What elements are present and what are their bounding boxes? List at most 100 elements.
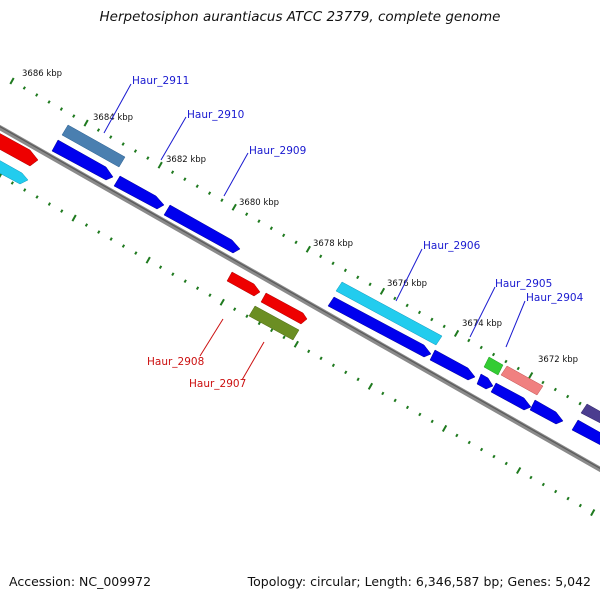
minor-tick: [319, 254, 323, 259]
major-tick: [83, 119, 89, 127]
major-tick: [453, 329, 460, 337]
major-tick: [157, 161, 163, 169]
major-tick: [367, 382, 374, 390]
gene-label-leaders: [103, 83, 526, 381]
gene-feature-blue-3[interactable]: [327, 296, 432, 358]
gene-feature-haur-2908[interactable]: [226, 271, 261, 297]
minor-tick: [479, 345, 483, 350]
minor-tick: [257, 321, 261, 326]
minor-tick: [121, 244, 126, 248]
major-tick: [293, 340, 299, 348]
major-tick: [516, 466, 522, 475]
minor-tick: [72, 114, 76, 118]
minor-tick: [393, 296, 397, 301]
minor-tick: [294, 240, 298, 245]
minor-tick: [269, 226, 273, 231]
minor-tick: [22, 86, 26, 90]
genome-summary-text: Topology: circular; Length: 6,346,587 bp…: [247, 574, 591, 589]
tick-label: 3686 kbp: [22, 69, 62, 79]
gene-feature-blue-2[interactable]: [113, 175, 165, 210]
minor-tick: [479, 447, 484, 452]
genome-backbone-highlight: [0, 126, 600, 469]
minor-tick: [220, 198, 224, 202]
gene-label-haur-2905[interactable]: Haur_2905: [495, 278, 552, 290]
minor-tick: [343, 268, 347, 273]
minor-tick: [381, 391, 385, 396]
minor-tick: [109, 135, 113, 139]
minor-tick: [282, 335, 286, 340]
minor-tick: [356, 275, 360, 280]
tick-label: 3672 kbp: [538, 355, 578, 365]
gene-feature-blue-1[interactable]: [51, 139, 114, 181]
minor-tick: [554, 489, 558, 494]
minor-tick: [455, 433, 459, 438]
leader-haur-2907: [241, 341, 265, 381]
gene-feature-haur-2911[interactable]: [61, 124, 126, 168]
gene-labels: Haur_2911 Haur_2910 Haur_2909 Haur_2908 …: [132, 75, 584, 390]
tick-label: 3678 kbp: [313, 239, 353, 249]
gene-feature-haur-2909[interactable]: [163, 204, 241, 254]
genome-backbone: [0, 124, 600, 473]
gene-feature-cyan-left[interactable]: [0, 155, 29, 185]
leader-haur-2909: [223, 152, 249, 197]
gene-feature-blue-6[interactable]: [490, 382, 532, 411]
minor-tick: [405, 303, 409, 308]
minor-tick: [578, 401, 582, 406]
leader-haur-2904: [505, 300, 526, 348]
gene-feature-blue-5[interactable]: [476, 373, 494, 390]
gene-feature-blue-right[interactable]: [571, 419, 600, 450]
minor-tick: [133, 149, 138, 153]
gene-label-haur-2910[interactable]: Haur_2910: [187, 109, 244, 121]
gene-label-haur-2909[interactable]: Haur_2909: [249, 145, 306, 157]
minor-tick: [282, 233, 286, 238]
gene-label-haur-2907[interactable]: Haur_2907: [189, 378, 246, 390]
gene-feature-haur-2904[interactable]: [500, 365, 544, 396]
inner-tick-ring: [0, 172, 596, 517]
minor-tick: [158, 265, 163, 269]
minor-tick: [344, 370, 348, 375]
tick-label: 3676 kbp: [387, 279, 427, 289]
minor-tick: [183, 177, 187, 181]
map-title: Herpetosiphon aurantiacus ATCC 23779, co…: [99, 9, 501, 25]
gene-feature-red-2[interactable]: [260, 292, 308, 325]
minor-tick: [59, 107, 63, 111]
minor-tick: [10, 181, 14, 185]
minor-tick: [491, 352, 496, 357]
minor-tick: [146, 156, 150, 160]
minor-tick: [257, 219, 261, 223]
minor-tick: [331, 261, 335, 266]
minor-tick: [183, 279, 187, 283]
minor-tick: [405, 405, 410, 410]
minor-tick: [516, 366, 520, 371]
minor-tick: [35, 93, 39, 97]
minor-tick: [541, 482, 545, 487]
minor-tick: [97, 230, 101, 234]
minor-tick: [566, 496, 570, 501]
gene-label-haur-2908[interactable]: Haur_2908: [147, 356, 204, 368]
minor-tick: [356, 377, 360, 382]
gene-feature-purple-right[interactable]: [580, 403, 600, 428]
minor-tick: [319, 356, 323, 361]
minor-tick: [23, 188, 27, 192]
leader-haur-2905: [469, 286, 496, 338]
gene-label-haur-2904[interactable]: Haur_2904: [526, 292, 584, 304]
minor-tick: [529, 475, 533, 480]
gene-feature-blue-7[interactable]: [529, 399, 564, 425]
minor-tick: [134, 251, 138, 255]
minor-tick: [442, 324, 446, 329]
minor-tick: [109, 237, 113, 241]
leader-haur-2911: [103, 83, 132, 134]
minor-tick: [207, 191, 212, 195]
gene-label-haur-2911[interactable]: Haur_2911: [132, 75, 189, 87]
gene-feature-haur-2907[interactable]: [248, 305, 300, 341]
gene-label-haur-2906[interactable]: Haur_2906: [423, 240, 481, 252]
gene-feature-blue-4[interactable]: [429, 349, 476, 381]
leader-haur-2906: [395, 248, 423, 302]
minor-tick: [467, 338, 471, 343]
minor-tick: [553, 387, 557, 392]
gene-feature-red-left[interactable]: [0, 128, 39, 167]
gene-feature-haur-2906[interactable]: [335, 281, 443, 346]
minor-tick: [171, 272, 175, 276]
minor-tick: [35, 195, 39, 199]
gene-feature-haur-2905[interactable]: [483, 356, 504, 376]
